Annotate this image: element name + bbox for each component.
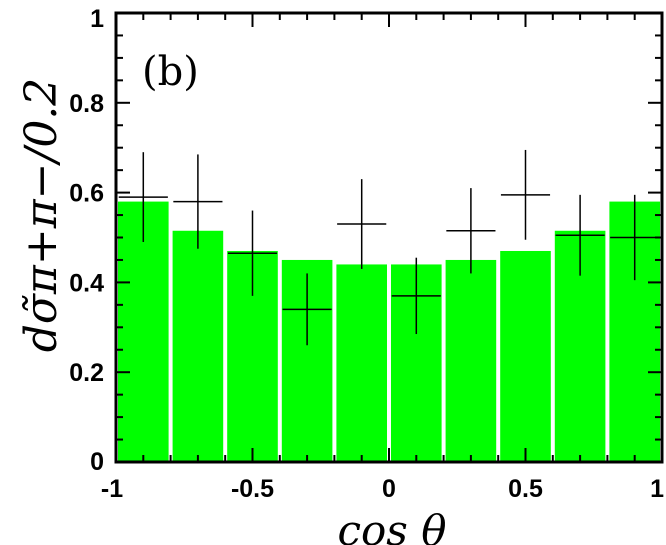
data-point: [282, 273, 332, 346]
data-point: [500, 149, 551, 240]
y-tick-label: 0.2: [69, 359, 104, 387]
data-point: [173, 154, 223, 249]
x-tick-labels: -1 -0.5 0 0.5 1: [101, 475, 664, 503]
x-tick-label: -0.5: [231, 475, 274, 503]
x-tick-label: 0: [382, 475, 396, 503]
bar: [118, 201, 169, 462]
x-tick-label: -1: [101, 475, 123, 503]
y-tick-label: 1: [90, 5, 104, 33]
data-point: [118, 152, 168, 242]
y-axis-title: dσ̃π+π−/0.2: [16, 78, 67, 353]
y-tick-label: 0: [90, 448, 104, 476]
data-points: [118, 149, 660, 346]
data-point: [227, 210, 278, 296]
histogram-bars: [118, 201, 660, 462]
y-tick-labels: 0 0.2 0.4 0.6 0.8 1: [69, 5, 104, 476]
y-tick-label: 0.6: [69, 180, 104, 208]
bar: [336, 264, 387, 462]
bar: [172, 230, 224, 462]
x-tick-label: 1: [650, 475, 664, 503]
bar: [445, 259, 497, 462]
x-tick-label: 0.5: [508, 475, 543, 503]
data-point: [555, 194, 605, 276]
data-point: [610, 194, 660, 281]
y-tick-label: 0.4: [69, 269, 104, 297]
axis-ticks: [115, 12, 663, 463]
x-axis-title: cos θ: [338, 506, 447, 545]
data-point: [446, 188, 496, 274]
panel-label: (b): [142, 49, 199, 95]
y-tick-label: 0.8: [69, 90, 104, 118]
bar: [500, 250, 551, 462]
data-point: [337, 179, 387, 269]
data-point: [391, 257, 441, 335]
